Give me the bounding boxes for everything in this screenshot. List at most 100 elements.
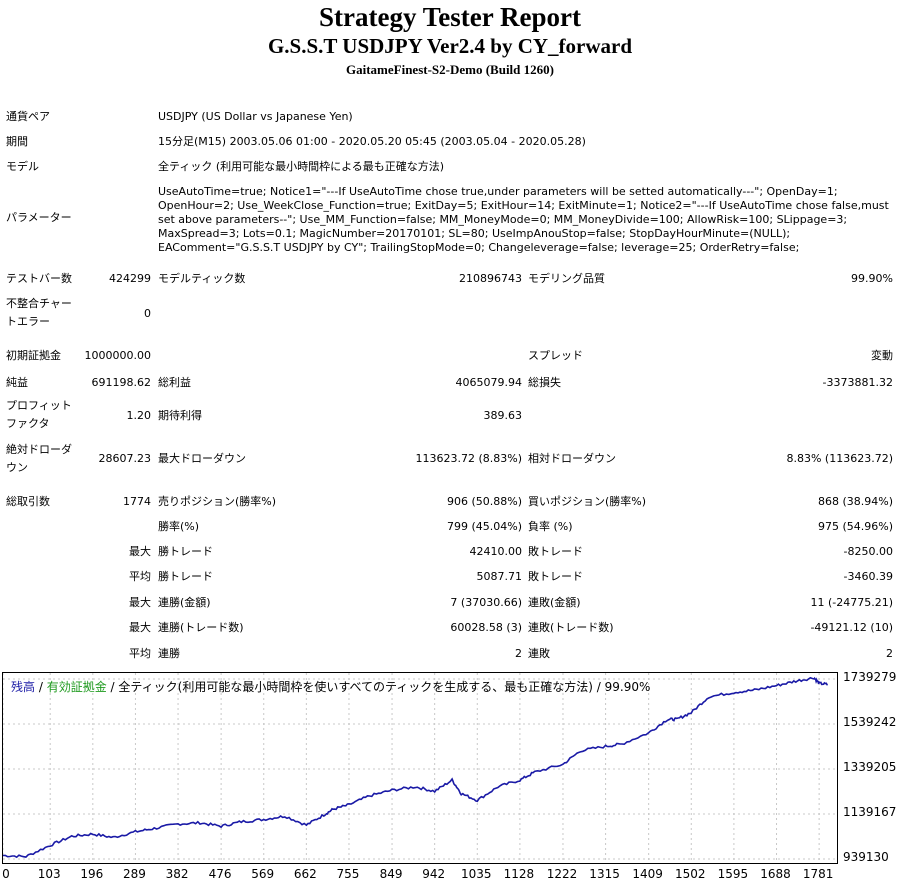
max-consec-loss-amount-label: 連敗(金額) xyxy=(528,596,581,609)
max-consec-loss-amount-value: 11 (-24775.21) xyxy=(810,596,893,609)
short-label: 売りポジション(勝率%) xyxy=(158,495,277,508)
x-tick-label: 1502 xyxy=(674,867,706,881)
legend-equity: 有効証拠金 xyxy=(46,680,107,694)
avg-loss-label: 敗トレード xyxy=(528,570,583,583)
total-trades-label: 総取引数 xyxy=(6,495,50,508)
abs-dd-value: 28607.23 xyxy=(98,452,152,465)
avg-consec-loss-label: 連敗 xyxy=(528,647,550,660)
mismatch-label-line1: 不整合チャー xyxy=(6,297,72,310)
largest-loss-label: 敗トレード xyxy=(528,545,583,558)
x-tick-label: 1781 xyxy=(802,867,834,881)
max-consec-win-amount-value: 7 (37030.66) xyxy=(450,596,522,609)
loss-rate-value: 975 (54.96%) xyxy=(817,520,893,533)
quality-value: 99.90% xyxy=(851,272,893,285)
x-tick-label: 1409 xyxy=(632,867,663,881)
period-label: 期間 xyxy=(6,135,28,148)
max-consec-win-amount-label: 連勝(金額) xyxy=(158,596,211,609)
x-tick-label: 1595 xyxy=(717,867,749,881)
avg-win-label: 勝トレード xyxy=(158,570,213,583)
long-value: 868 (38.94%) xyxy=(817,495,893,508)
quality-label: モデリング品質 xyxy=(528,272,605,285)
spread-label: スプレッド xyxy=(528,349,583,362)
y-tick-label: 1139167 xyxy=(843,805,897,819)
max-prefix: 最大 xyxy=(129,596,151,609)
gross-profit-label: 総利益 xyxy=(158,376,191,389)
x-tick-label: 755 xyxy=(336,867,360,881)
max-prefix: 最大 xyxy=(129,621,151,634)
legend-balance: 残高 xyxy=(11,680,36,694)
pair-label: 通貨ペア xyxy=(6,110,50,123)
x-tick-label: 476 xyxy=(208,867,232,881)
x-tick-label: 1128 xyxy=(503,867,535,881)
x-tick-label: 196 xyxy=(80,867,104,881)
balance-series-line xyxy=(3,676,828,859)
net-label: 純益 xyxy=(6,376,28,389)
pf-label-line1: プロフィット xyxy=(6,399,72,412)
y-tick-label: 1539242 xyxy=(843,714,897,729)
x-tick-label: 1222 xyxy=(546,867,578,881)
long-label: 買いポジション(勝率%) xyxy=(528,495,647,508)
max-consec-win-count-value: 60028.58 (3) xyxy=(450,621,522,634)
avg-loss-value: -3460.39 xyxy=(843,570,893,583)
x-tick-label: 1315 xyxy=(589,867,620,881)
x-tick-label: 382 xyxy=(165,867,189,881)
legend-separator: / xyxy=(35,680,47,694)
y-tick-label: 939130 xyxy=(843,850,889,864)
rel-dd-label: 相対ドローダウン xyxy=(528,452,616,465)
x-tick-label: 569 xyxy=(251,867,275,881)
gross-loss-value: -3373881.32 xyxy=(822,376,893,389)
gross-loss-label: 総損失 xyxy=(528,376,561,389)
mismatch-label-line2: トエラー xyxy=(6,315,50,328)
avg-prefix: 平均 xyxy=(129,647,151,660)
pair-value: USDJPY (US Dollar vs Japanese Yen) xyxy=(158,110,353,123)
total-trades-value: 1774 xyxy=(123,495,151,508)
max-consec-loss-count-value: -49121.12 (10) xyxy=(810,621,893,634)
largest-win-value: 42410.00 xyxy=(469,545,523,558)
win-rate-label: 勝率(%) xyxy=(158,520,200,533)
x-tick-label: 0 xyxy=(2,867,10,881)
x-tick-label: 103 xyxy=(37,867,61,881)
ticks-value: 210896743 xyxy=(459,272,522,285)
x-tick-label: 662 xyxy=(293,867,317,881)
avg-consec-win-label: 連勝 xyxy=(158,647,180,660)
net-value: 691198.62 xyxy=(91,376,152,389)
largest-win-label: 勝トレード xyxy=(158,545,213,558)
avg-win-value: 5087.71 xyxy=(476,570,523,583)
legend-description: / 全ティック(利用可能な最小時間枠を使いすべてのティックを生成する、最も正確な… xyxy=(106,680,651,694)
avg-prefix: 平均 xyxy=(129,570,151,583)
abs-dd-label-line1: 絶対ドローダ xyxy=(6,443,72,456)
server-name: GaitameFinest-S2-Demo (Build 1260) xyxy=(346,62,554,77)
x-tick-label: 1688 xyxy=(760,867,791,881)
deposit-label: 初期証拠金 xyxy=(6,349,61,362)
gross-profit-value: 4065079.94 xyxy=(455,376,522,389)
max-dd-label: 最大ドローダウン xyxy=(158,452,246,465)
mismatch-value: 0 xyxy=(144,307,151,320)
loss-rate-label: 負率 (%) xyxy=(528,520,573,533)
params-value: UseAutoTime=true; Notice1="---If UseAuto… xyxy=(158,185,889,254)
avg-consec-win-value: 2 xyxy=(515,647,522,660)
y-tick-label: 1739279 xyxy=(843,670,897,684)
model-value: 全ティック (利用可能な最小時間枠による最も正確な方法) xyxy=(158,160,445,173)
pf-value: 1.20 xyxy=(126,409,152,422)
expected-value: 389.63 xyxy=(483,409,523,422)
avg-consec-loss-value: 2 xyxy=(886,647,893,660)
abs-dd-label-line2: ウン xyxy=(6,461,28,474)
bars-value: 424299 xyxy=(109,272,151,285)
spread-value: 変動 xyxy=(871,349,893,362)
chart-legend: 残高 / 有効証拠金 / 全ティック(利用可能な最小時間枠を使いすべてのティック… xyxy=(11,678,650,695)
bars-label: テストバー数 xyxy=(6,272,72,285)
ticks-label: モデルティック数 xyxy=(158,272,246,285)
y-tick-label: 1339205 xyxy=(843,759,897,774)
x-tick-label: 289 xyxy=(122,867,146,881)
model-label: モデル xyxy=(6,160,39,173)
short-value: 906 (50.88%) xyxy=(446,495,522,508)
largest-loss-value: -8250.00 xyxy=(843,545,893,558)
rel-dd-value: 8.83% (113623.72) xyxy=(786,452,893,465)
report-subtitle: G.S.S.T USDJPY Ver2.4 by CY_forward xyxy=(267,34,633,58)
balance-chart-plot xyxy=(3,673,837,863)
balance-chart: 残高 / 有効証拠金 / 全ティック(利用可能な最小時間枠を使いすべてのティック… xyxy=(2,672,838,864)
win-rate-value: 799 (45.04%) xyxy=(446,520,522,533)
x-tick-label: 849 xyxy=(379,867,403,881)
pf-label-line2: ファクタ xyxy=(6,417,50,430)
x-tick-label: 1035 xyxy=(460,867,492,881)
